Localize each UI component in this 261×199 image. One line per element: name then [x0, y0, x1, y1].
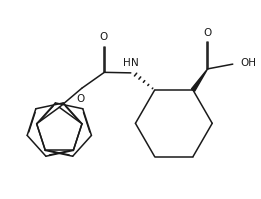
Text: OH: OH: [240, 58, 256, 68]
Text: H: H: [122, 58, 130, 68]
Text: O: O: [100, 32, 108, 42]
Polygon shape: [191, 69, 207, 91]
Text: O: O: [76, 94, 85, 104]
Text: N: N: [131, 58, 139, 68]
Text: O: O: [204, 28, 212, 38]
